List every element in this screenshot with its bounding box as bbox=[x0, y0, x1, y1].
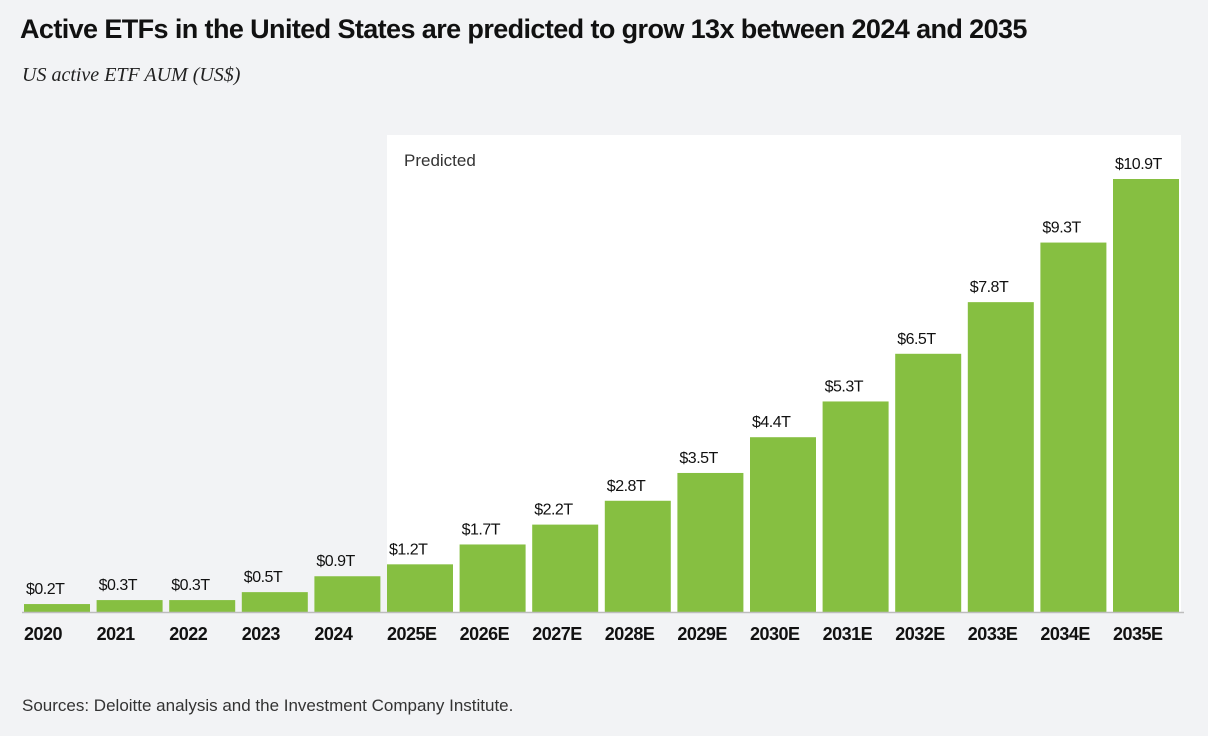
x-tick-label-2022: 2022 bbox=[169, 624, 208, 644]
bar-2020 bbox=[24, 604, 90, 612]
data-label-2031E: $5.3T bbox=[825, 378, 864, 395]
x-tick-label-2034E: 2034E bbox=[1040, 624, 1090, 644]
x-tick-label-2027E: 2027E bbox=[532, 624, 582, 644]
bar-2029E bbox=[677, 472, 744, 612]
source-note: Sources: Deloitte analysis and the Inves… bbox=[22, 696, 514, 715]
bar-2028E bbox=[604, 500, 671, 612]
data-label-2033E: $7.8T bbox=[970, 279, 1009, 296]
data-label-2028E: $2.8T bbox=[607, 478, 646, 495]
data-label-2020: $0.2T bbox=[26, 581, 65, 598]
data-label-2027E: $2.2T bbox=[534, 502, 573, 519]
bar-2032E bbox=[895, 353, 962, 612]
x-tick-label-2021: 2021 bbox=[97, 624, 136, 644]
x-tick-label-2035E: 2035E bbox=[1113, 624, 1163, 644]
bar-2030E bbox=[750, 437, 816, 612]
bar-2031E bbox=[822, 401, 889, 612]
x-tick-label-2023: 2023 bbox=[242, 624, 281, 644]
data-label-2025E: $1.2T bbox=[389, 541, 428, 558]
x-tick-label-2031E: 2031E bbox=[823, 624, 873, 644]
data-label-2026E: $1.7T bbox=[462, 521, 501, 538]
bar-2025E bbox=[387, 564, 453, 612]
bar-2027E bbox=[532, 524, 599, 612]
x-tick-label-2030E: 2030E bbox=[750, 624, 800, 644]
bar-2034E bbox=[1040, 242, 1107, 612]
data-label-2022: $0.3T bbox=[171, 577, 210, 594]
x-tick-label-2033E: 2033E bbox=[968, 624, 1018, 644]
x-tick-label-2025E: 2025E bbox=[387, 624, 437, 644]
data-label-2024: $0.9T bbox=[316, 553, 355, 570]
x-tick-label-2032E: 2032E bbox=[895, 624, 945, 644]
data-label-2030E: $4.4T bbox=[752, 414, 791, 431]
chart-subtitle: US active ETF AUM (US$) bbox=[22, 64, 241, 86]
data-label-2021: $0.3T bbox=[99, 577, 138, 594]
bar-2022 bbox=[169, 600, 236, 612]
x-tick-label-2020: 2020 bbox=[24, 624, 63, 644]
data-label-2029E: $3.5T bbox=[679, 450, 718, 467]
bar-2023 bbox=[241, 592, 308, 612]
x-tick-label-2026E: 2026E bbox=[460, 624, 510, 644]
bar-2024 bbox=[314, 576, 381, 612]
data-label-2034E: $9.3T bbox=[1042, 220, 1081, 237]
data-label-2032E: $6.5T bbox=[897, 331, 936, 348]
bar-2026E bbox=[459, 544, 526, 612]
data-label-2023: $0.5T bbox=[244, 569, 283, 586]
chart-title: Active ETFs in the United States are pre… bbox=[20, 14, 1027, 44]
x-tick-label-2024: 2024 bbox=[314, 624, 353, 644]
bar-2021 bbox=[96, 600, 163, 612]
bar-2035E bbox=[1113, 179, 1179, 612]
bar-2033E bbox=[967, 302, 1034, 612]
predicted-label: Predicted bbox=[404, 151, 476, 170]
data-label-2035E: $10.9T bbox=[1115, 156, 1163, 173]
x-tick-label-2028E: 2028E bbox=[605, 624, 655, 644]
x-tick-label-2029E: 2029E bbox=[677, 624, 727, 644]
